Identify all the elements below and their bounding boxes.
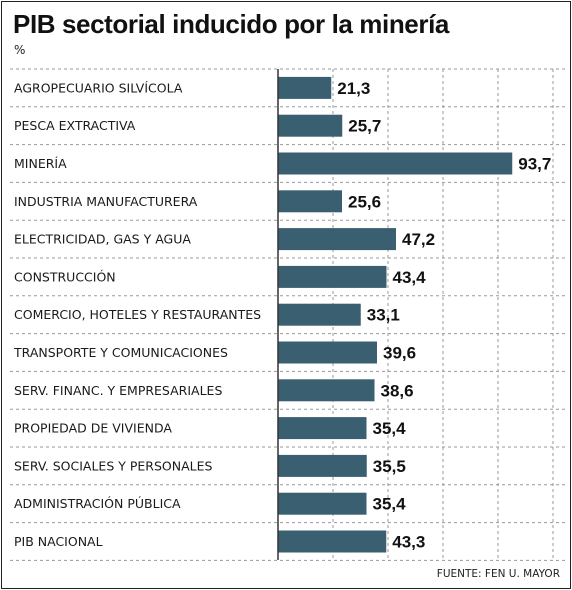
chart-title: PIB sectorial inducido por la minería [13, 9, 449, 39]
category-label: AGROPECUARIO SILVÍCOLA [14, 80, 183, 95]
bar [278, 190, 342, 213]
value-label: 38,6 [381, 381, 414, 400]
bar [278, 454, 367, 477]
bar [278, 228, 396, 251]
value-label: 25,7 [348, 117, 381, 136]
value-label: 21,3 [337, 79, 370, 98]
bar [278, 76, 332, 99]
value-label: 39,6 [383, 344, 416, 363]
value-label: 25,6 [348, 192, 381, 211]
bar [278, 114, 343, 137]
bar [278, 303, 361, 326]
category-label: SERV. SOCIALES Y PERSONALES [14, 458, 212, 473]
bar [278, 492, 367, 515]
value-label: 35,4 [373, 495, 407, 514]
bar [278, 152, 513, 175]
bar [278, 379, 375, 402]
category-label: SERV. FINANC. Y EMPRESARIALES [14, 383, 222, 398]
value-label: 43,4 [393, 268, 427, 287]
category-label: CONSTRUCCIÓN [14, 269, 116, 284]
value-label: 47,2 [402, 230, 435, 249]
value-label: 35,4 [373, 419, 407, 438]
category-label: COMERCIO, HOTELES Y RESTAURANTES [14, 307, 261, 322]
bar [278, 530, 387, 553]
bar [278, 265, 387, 288]
value-label: 33,1 [367, 306, 400, 325]
category-label: MINERÍA [14, 156, 67, 171]
value-label: 93,7 [518, 155, 551, 174]
category-label: PIB NACIONAL [14, 534, 103, 549]
category-label: TRANSPORTE Y COMUNICACIONES [13, 345, 228, 360]
category-label: PESCA EXTRACTIVA [14, 118, 136, 133]
bar [278, 417, 367, 440]
unit-label: % [14, 43, 26, 57]
category-label: ADMINISTRACIÓN PÚBLICA [14, 496, 181, 511]
category-label: INDUSTRIA MANUFACTURERA [14, 194, 198, 209]
value-label: 35,5 [373, 457, 406, 476]
value-label: 43,3 [392, 533, 425, 552]
bar [278, 341, 377, 364]
category-label: ELECTRICIDAD, GAS Y AGUA [14, 232, 191, 247]
source-note: FUENTE: FEN U. MAYOR [436, 568, 560, 580]
category-label: PROPIEDAD DE VIVIENDA [14, 421, 172, 436]
